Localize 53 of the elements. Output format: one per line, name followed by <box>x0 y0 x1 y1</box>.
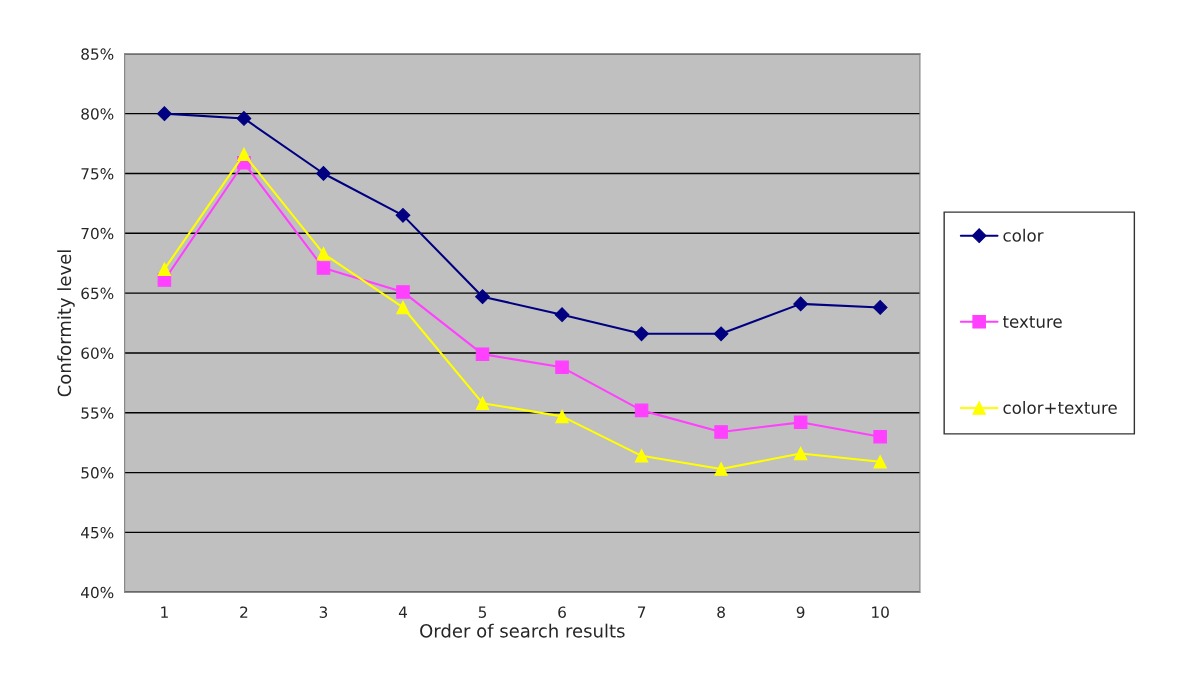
point <box>714 462 728 476</box>
y-tick-label: 40% <box>81 586 114 599</box>
y-tick-label: 65% <box>81 287 114 300</box>
y-tick-label: 50% <box>81 467 114 479</box>
x-tick-label: 9 <box>796 606 805 618</box>
x-tick-label: 1 <box>161 606 168 618</box>
y-tick-label: 60% <box>81 347 114 359</box>
x-tick-label: 6 <box>558 606 566 618</box>
legend-label: color+texture <box>1003 401 1117 415</box>
y-tick-label: 85% <box>81 48 114 60</box>
x-axis-title: Order of search results <box>420 623 625 638</box>
legend-label: color <box>1003 228 1044 242</box>
y-axis-title: Conformity level <box>57 250 75 397</box>
point <box>555 360 569 375</box>
point <box>793 415 808 430</box>
y-tick-label: 70% <box>81 227 114 240</box>
point <box>475 347 490 361</box>
point <box>395 207 411 223</box>
point <box>157 262 172 276</box>
point <box>634 449 649 463</box>
point <box>713 326 729 342</box>
point <box>475 289 490 305</box>
point <box>316 166 331 181</box>
y-tick-label: 55% <box>81 407 114 419</box>
x-tick-label: 8 <box>717 606 725 618</box>
point <box>714 425 728 439</box>
point <box>554 307 570 323</box>
point <box>236 111 252 126</box>
point <box>634 326 649 342</box>
point <box>396 285 410 299</box>
point <box>237 147 251 162</box>
y-tick-label: 80% <box>81 108 114 120</box>
point <box>316 246 331 261</box>
point <box>157 106 172 122</box>
y-tick-label: 45% <box>81 526 114 539</box>
point <box>793 446 808 461</box>
point <box>316 261 331 275</box>
y-tick-label: 75% <box>81 167 114 180</box>
x-tick-label: 7 <box>637 606 646 618</box>
x-tick-label: 5 <box>478 606 487 618</box>
x-tick-label: 4 <box>398 606 407 618</box>
x-tick-label: 10 <box>872 606 889 618</box>
point <box>872 300 888 315</box>
point <box>793 296 809 312</box>
legend-label: texture <box>1002 315 1062 328</box>
point <box>396 300 410 315</box>
point <box>873 455 887 469</box>
point <box>555 409 569 424</box>
x-tick-label: 2 <box>240 606 248 618</box>
point <box>475 396 490 410</box>
point <box>634 403 649 418</box>
point <box>873 429 887 444</box>
x-tick-label: 3 <box>319 606 328 618</box>
